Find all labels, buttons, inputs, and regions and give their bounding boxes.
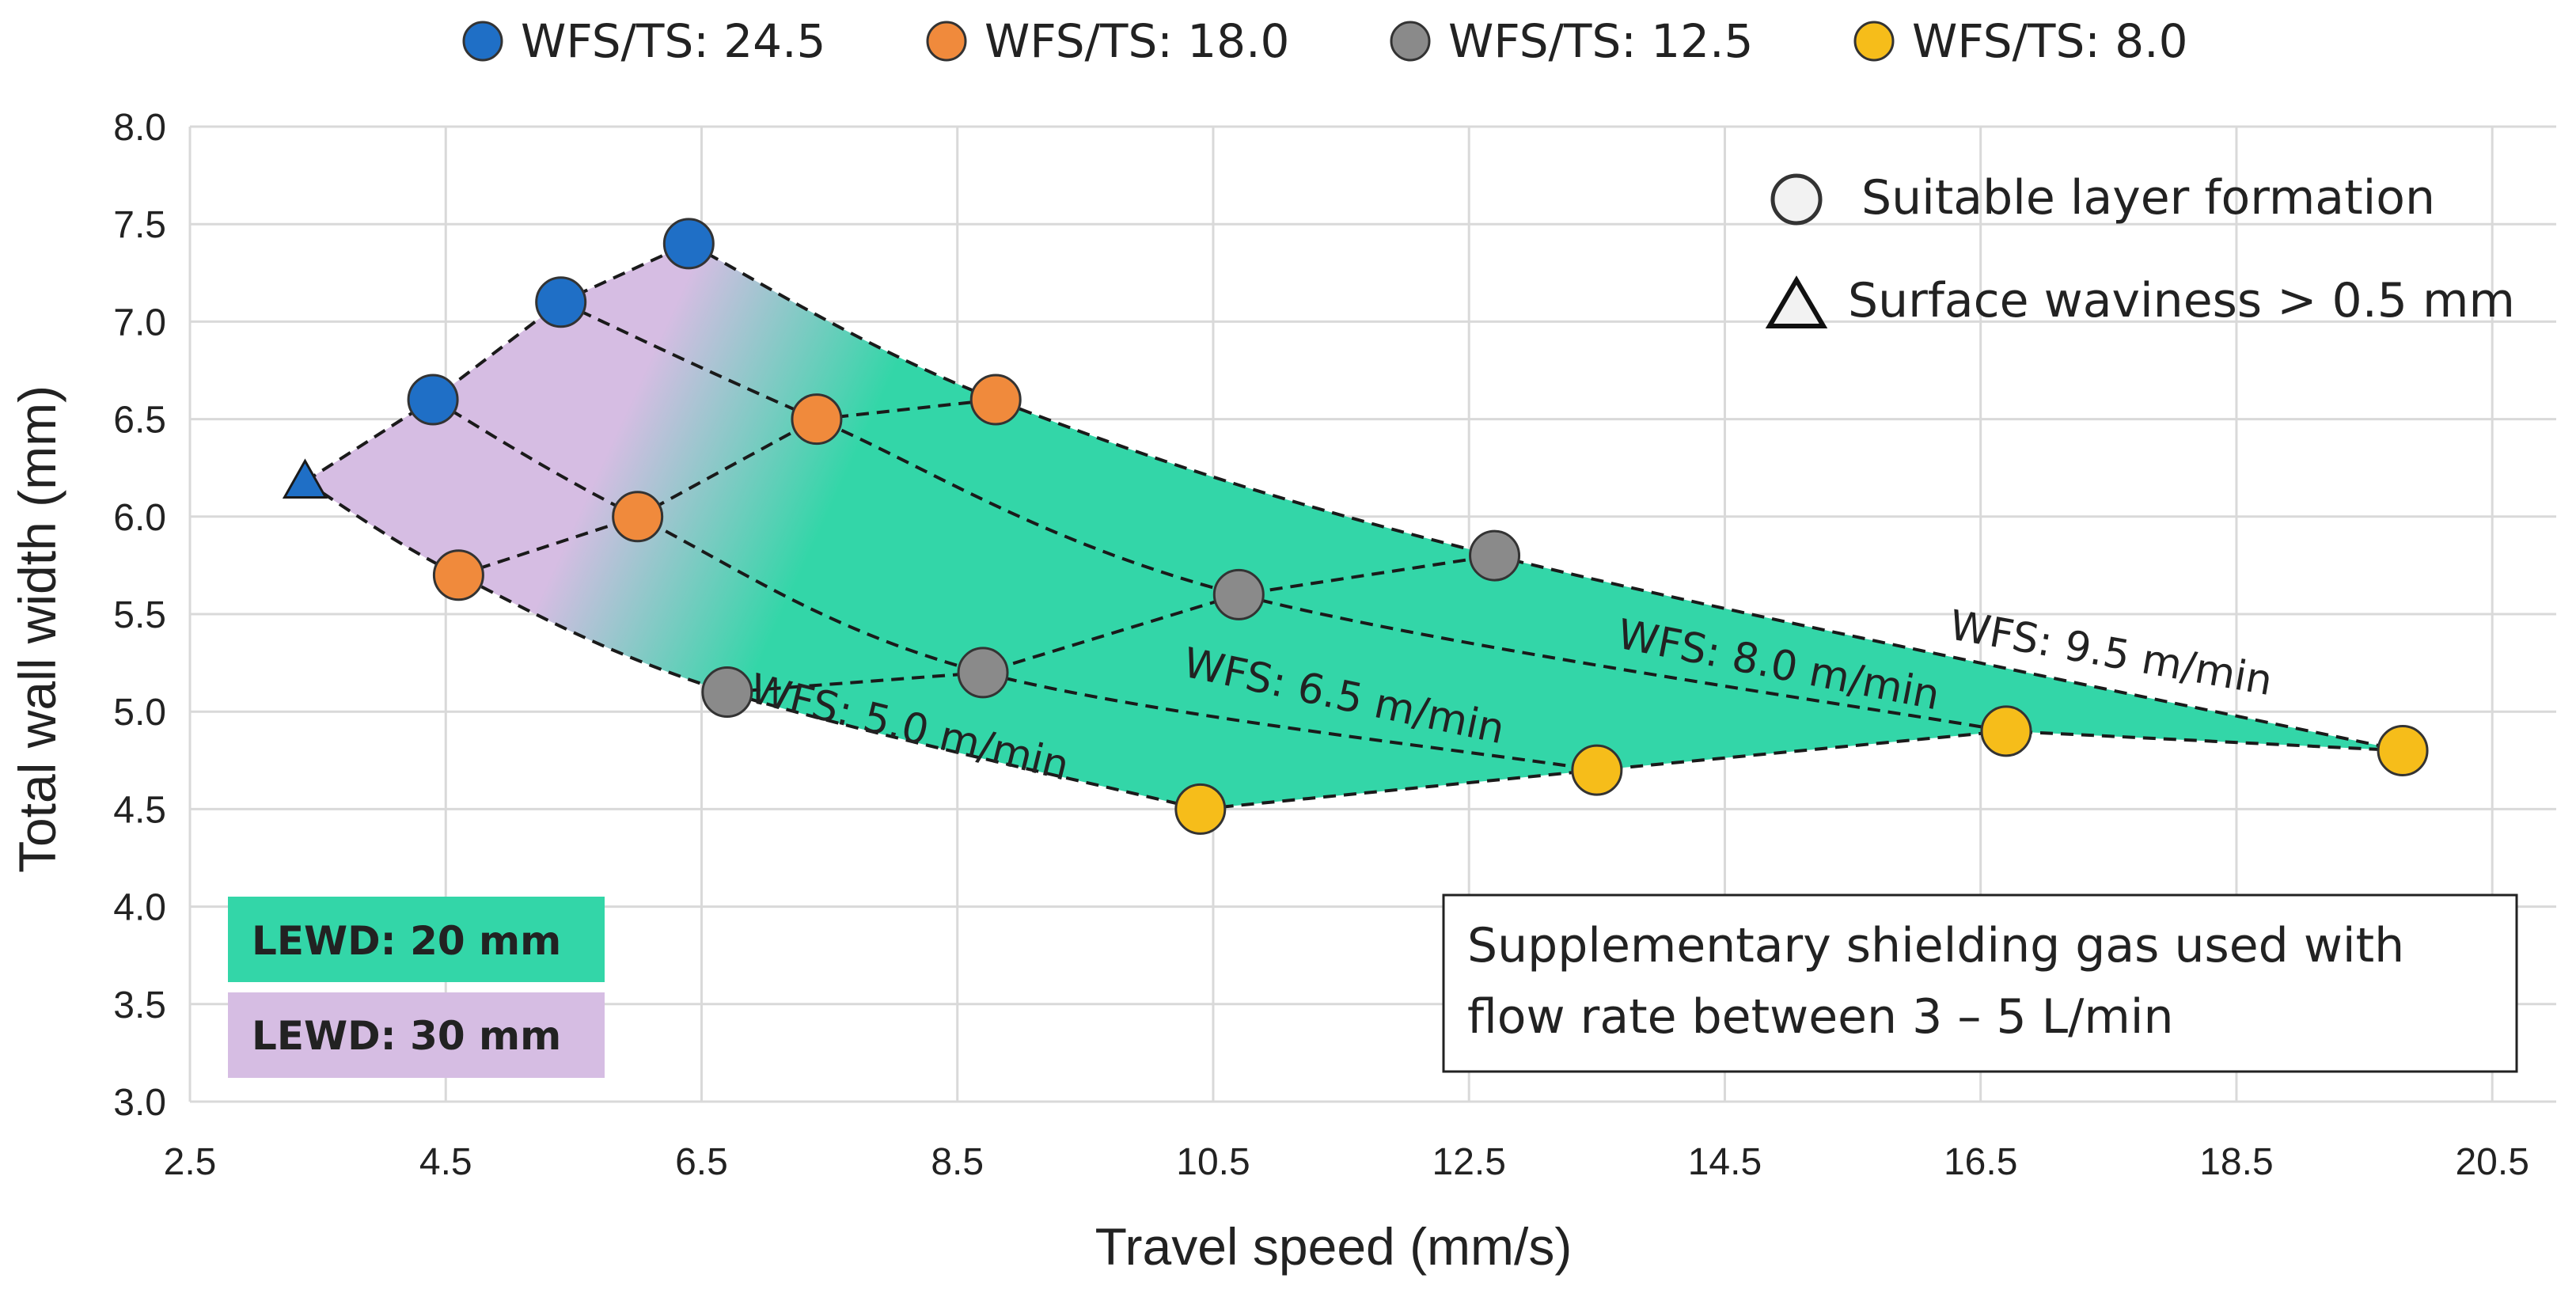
circle-data-point [957,647,1009,699]
wfs-curve-3 [688,242,2403,753]
x-tick-label: 12.5 [1432,1141,1506,1183]
marker-legend-circle-label: Suitable layer formation [1861,170,2435,226]
circle-data-point [1212,568,1265,620]
wfs-curve-1 [432,398,1598,772]
series-legend-label: WFS/TS: 8.0 [1912,14,2188,68]
y-tick-label: 4.0 [113,887,166,929]
series-legend-label: WFS/TS: 18.0 [984,14,1289,68]
series-legend-marker [1853,21,1895,62]
y-tick-label: 8.0 [113,107,166,149]
series-legend-marker [462,21,503,62]
x-tick-label: 2.5 [164,1141,217,1183]
wfs-ts-line-2 [727,554,1495,694]
y-tick-label: 4.5 [113,789,166,831]
lewd-20-swatch [228,897,605,982]
circle-data-point [432,549,484,601]
x-tick-label: 8.5 [931,1141,984,1183]
series-legend-label: WFS/TS: 24.5 [521,14,825,68]
lewd-30-swatch [228,992,605,1078]
wfs-curve-2 [560,300,2007,733]
circle-data-point [791,393,843,446]
circle-data-point [2377,724,2429,776]
y-axis-title: Total wall width (mm) [8,385,66,873]
wfs-curve-0 [304,480,1201,811]
lewd-20-label: LEWD: 20 mm [252,918,561,964]
data-markers [282,218,2429,835]
annotation-frame [1442,893,2518,1073]
triangle-data-point [282,458,328,499]
circle-data-point [612,491,664,543]
y-tick-label: 6.0 [113,497,166,539]
marker-legend: Suitable layer formation Surface wavines… [1765,170,2515,328]
marker-legend-triangle-label: Surface waviness > 0.5 mm [1848,273,2515,328]
y-tick-label: 7.5 [113,204,166,246]
wfs-ts-line-0 [304,242,690,484]
x-tick-label: 14.5 [1688,1141,1762,1183]
annotation-line-1: Supplementary shielding gas used with [1467,918,2404,973]
region-key: LEWD: 20 mm LEWD: 30 mm [228,897,605,1078]
annotation-box: Supplementary shielding gas used with fl… [1442,893,2518,1073]
circle-marker-legend-icon [1770,173,1823,226]
circle-data-point [701,666,753,719]
lewd-30-label: LEWD: 30 mm [252,1013,561,1059]
y-tick-label: 7.0 [113,302,166,343]
triangle-marker-legend-icon [1765,275,1828,328]
x-tick-label: 20.5 [2455,1141,2529,1183]
circle-data-point [1469,529,1521,582]
wfs-ts-line-3 [1200,729,2403,811]
series-legend: WFS/TS: 24.5 WFS/TS: 18.0 WFS/TS: 12.5 WFS/… [462,14,2188,68]
x-tick-label: 6.5 [675,1141,728,1183]
lewd-region [305,243,2403,810]
series-legend-marker [926,21,967,62]
y-tick-label: 3.5 [113,984,166,1026]
circle-data-point [1571,744,1623,796]
circle-data-point [1980,705,2032,757]
wfs-curves [304,242,2403,811]
x-tick-label: 10.5 [1176,1141,1250,1183]
x-tick-label: 16.5 [1944,1141,2017,1183]
circle-data-point [1174,783,1227,835]
series-legend-label: WFS/TS: 12.5 [1448,14,1753,68]
circle-data-point [662,218,715,270]
circle-data-point [535,276,587,328]
y-tick-labels: 3.0 3.5 4.0 4.5 5.0 5.5 6.0 6.5 7.0 7.5 8.0 [113,107,166,1124]
x-tick-labels: 2.5 4.5 6.5 8.5 10.5 12.5 14.5 16.5 18.5 20.5 [164,1141,2529,1183]
x-tick-label: 18.5 [2199,1141,2273,1183]
wfs-ts-line-1 [457,397,996,577]
circle-data-point [407,374,459,426]
y-tick-label: 5.5 [113,594,166,636]
y-tick-label: 3.0 [113,1082,166,1124]
circle-data-point [969,374,1022,426]
series-legend-marker [1390,21,1431,62]
annotation-line-2: flow rate between 3 – 5 L/min [1467,989,2173,1045]
y-tick-label: 5.0 [113,692,166,734]
x-tick-label: 4.5 [419,1141,472,1183]
y-tick-label: 6.5 [113,400,166,442]
x-axis-title: Travel speed (mm/s) [1095,1217,1573,1276]
